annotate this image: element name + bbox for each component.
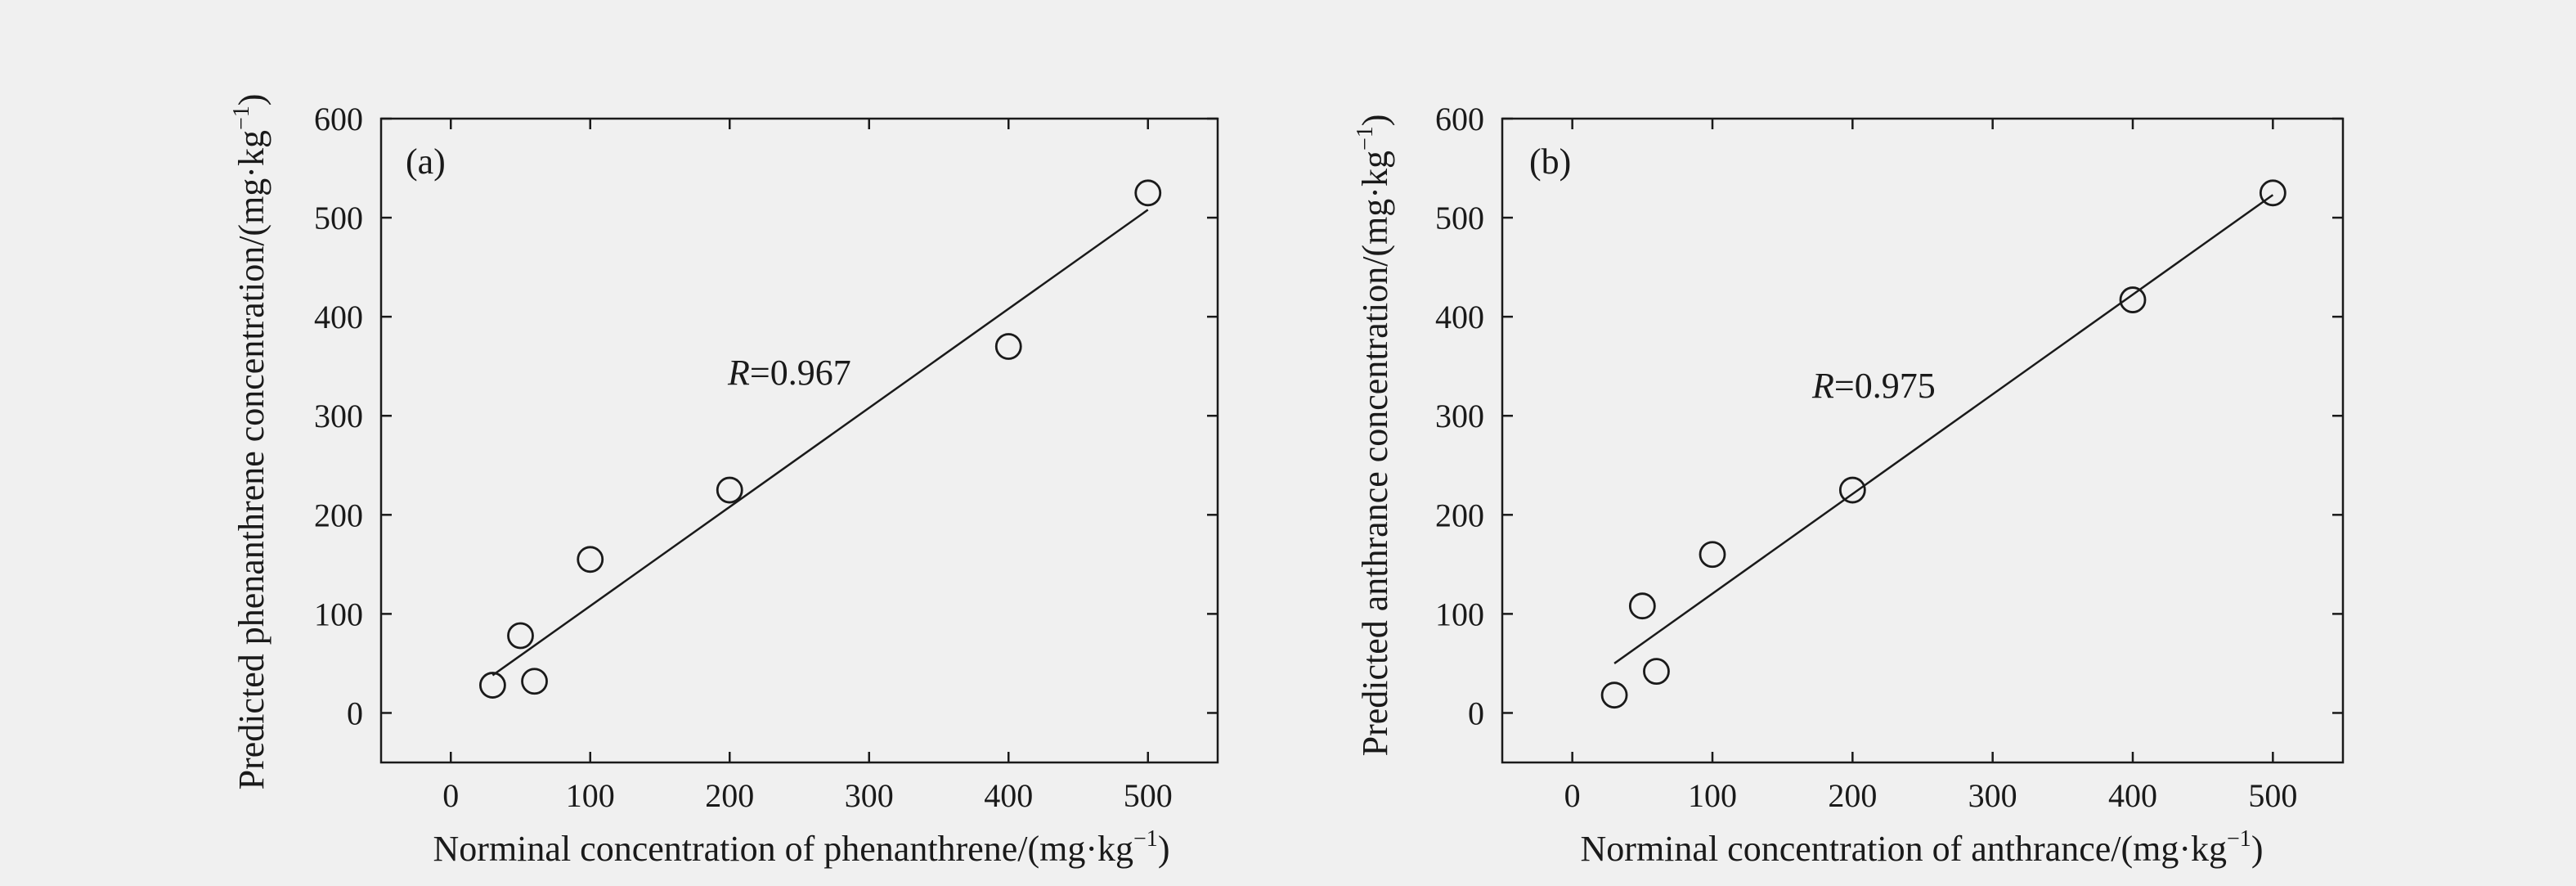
y-tick-label: 200 <box>1435 497 1484 533</box>
r-value-b: =0.975 <box>1834 366 1936 406</box>
x-tick-label: 300 <box>845 777 894 814</box>
y-tick-label: 300 <box>1435 398 1484 434</box>
y-axis-label-b-sup: −1 <box>1353 126 1378 151</box>
y-tick-label: 0 <box>347 695 363 731</box>
r-symbol-b: R <box>1811 366 1834 406</box>
y-axis-label-b-end: ) <box>1355 115 1395 127</box>
y-tick-label: 600 <box>1435 101 1484 137</box>
x-tick-label: 0 <box>1564 777 1581 814</box>
panel-label-b: (b) <box>1529 142 1571 182</box>
x-ticks-a: 0 100 200 300 400 500 <box>442 119 1173 814</box>
x-axis-label-a-sup: −1 <box>1133 826 1158 852</box>
r-symbol-a: R <box>727 353 750 393</box>
data-point <box>479 672 506 699</box>
y-tick-label: 400 <box>314 299 363 335</box>
r-annotation-a: R=0.967 <box>727 353 851 393</box>
fit-line-a <box>491 209 1149 677</box>
panel-b: (b) 0 100 200 300 400 500 0 100 200 300 400 500 600… <box>1353 101 2345 869</box>
y-axis-label-a-sup: −1 <box>229 106 254 130</box>
data-point <box>2259 179 2287 207</box>
y-axis-label-a-text: Predicted phenanthrene concentration/(mg… <box>231 130 272 789</box>
y-axis-label-b: Predicted anthrance concentration/(mg·kg… <box>1353 115 1395 757</box>
data-point <box>994 333 1022 360</box>
r-value-a: =0.967 <box>750 353 851 393</box>
data-point <box>1628 592 1656 620</box>
x-axis-label-b-sup: −1 <box>2227 826 2251 852</box>
data-point <box>1699 541 1726 569</box>
x-tick-label: 500 <box>1124 777 1173 814</box>
plot-frame-b <box>1501 117 2345 764</box>
x-axis-label-b-text: Norminal concentration of anthrance/(mg·… <box>1581 829 2227 869</box>
x-tick-label: 400 <box>2108 777 2157 814</box>
data-point <box>521 668 548 695</box>
x-axis-label-a-end: ) <box>1158 829 1170 869</box>
y-axis-label-a-end: ) <box>231 94 272 106</box>
y-axis-label-a: Predicted phenanthrene concentration/(mg… <box>229 94 272 790</box>
y-ticks-a: 0 100 200 300 400 500 600 <box>314 101 1218 731</box>
panel-a: (a) 0 100 200 300 400 500 0 100 200 300 400 500 600… <box>229 94 1219 869</box>
x-tick-label: 100 <box>1688 777 1737 814</box>
data-point <box>1134 179 1162 207</box>
y-tick-label: 100 <box>314 596 363 632</box>
y-tick-label: 500 <box>1435 200 1484 236</box>
data-point <box>1600 681 1628 709</box>
x-axis-label-b: Norminal concentration of anthrance/(mg·… <box>1581 826 2264 869</box>
y-tick-label: 400 <box>1435 299 1484 335</box>
y-tick-label: 300 <box>314 398 363 434</box>
x-ticks-b: 0 100 200 300 400 500 <box>1564 119 2297 814</box>
data-point <box>2119 286 2147 313</box>
data-point <box>716 476 743 504</box>
x-tick-label: 400 <box>984 777 1033 814</box>
fit-line-b <box>1613 194 2274 664</box>
data-point <box>507 622 534 650</box>
y-tick-label: 200 <box>314 497 363 533</box>
data-point <box>577 546 604 573</box>
r-annotation-b: R=0.975 <box>1811 366 1936 406</box>
data-point <box>1643 658 1670 686</box>
x-tick-label: 0 <box>442 777 459 814</box>
x-axis-label-a: Norminal concentration of phenanthrene/(… <box>433 826 1170 869</box>
data-point <box>1838 476 1866 504</box>
x-axis-label-b-end: ) <box>2251 829 2264 869</box>
x-tick-label: 500 <box>2248 777 2297 814</box>
x-tick-label: 300 <box>1968 777 2017 814</box>
y-ticks-b: 0 100 200 300 400 500 600 <box>1435 101 2343 731</box>
x-tick-label: 200 <box>1828 777 1877 814</box>
x-tick-label: 100 <box>566 777 615 814</box>
y-tick-label: 0 <box>1468 695 1484 731</box>
x-tick-label: 200 <box>705 777 754 814</box>
y-tick-label: 100 <box>1435 596 1484 632</box>
y-axis-label-b-text: Predicted anthrance concentration/(mg·kg <box>1355 151 1395 756</box>
x-axis-label-a-text: Norminal concentration of phenanthrene/(… <box>433 829 1133 869</box>
points-a <box>479 179 1162 699</box>
panel-label-a: (a) <box>406 142 446 182</box>
plot-frame-a <box>379 117 1219 764</box>
y-tick-label: 600 <box>314 101 363 137</box>
y-tick-label: 500 <box>314 200 363 236</box>
points-b <box>1600 179 2287 709</box>
